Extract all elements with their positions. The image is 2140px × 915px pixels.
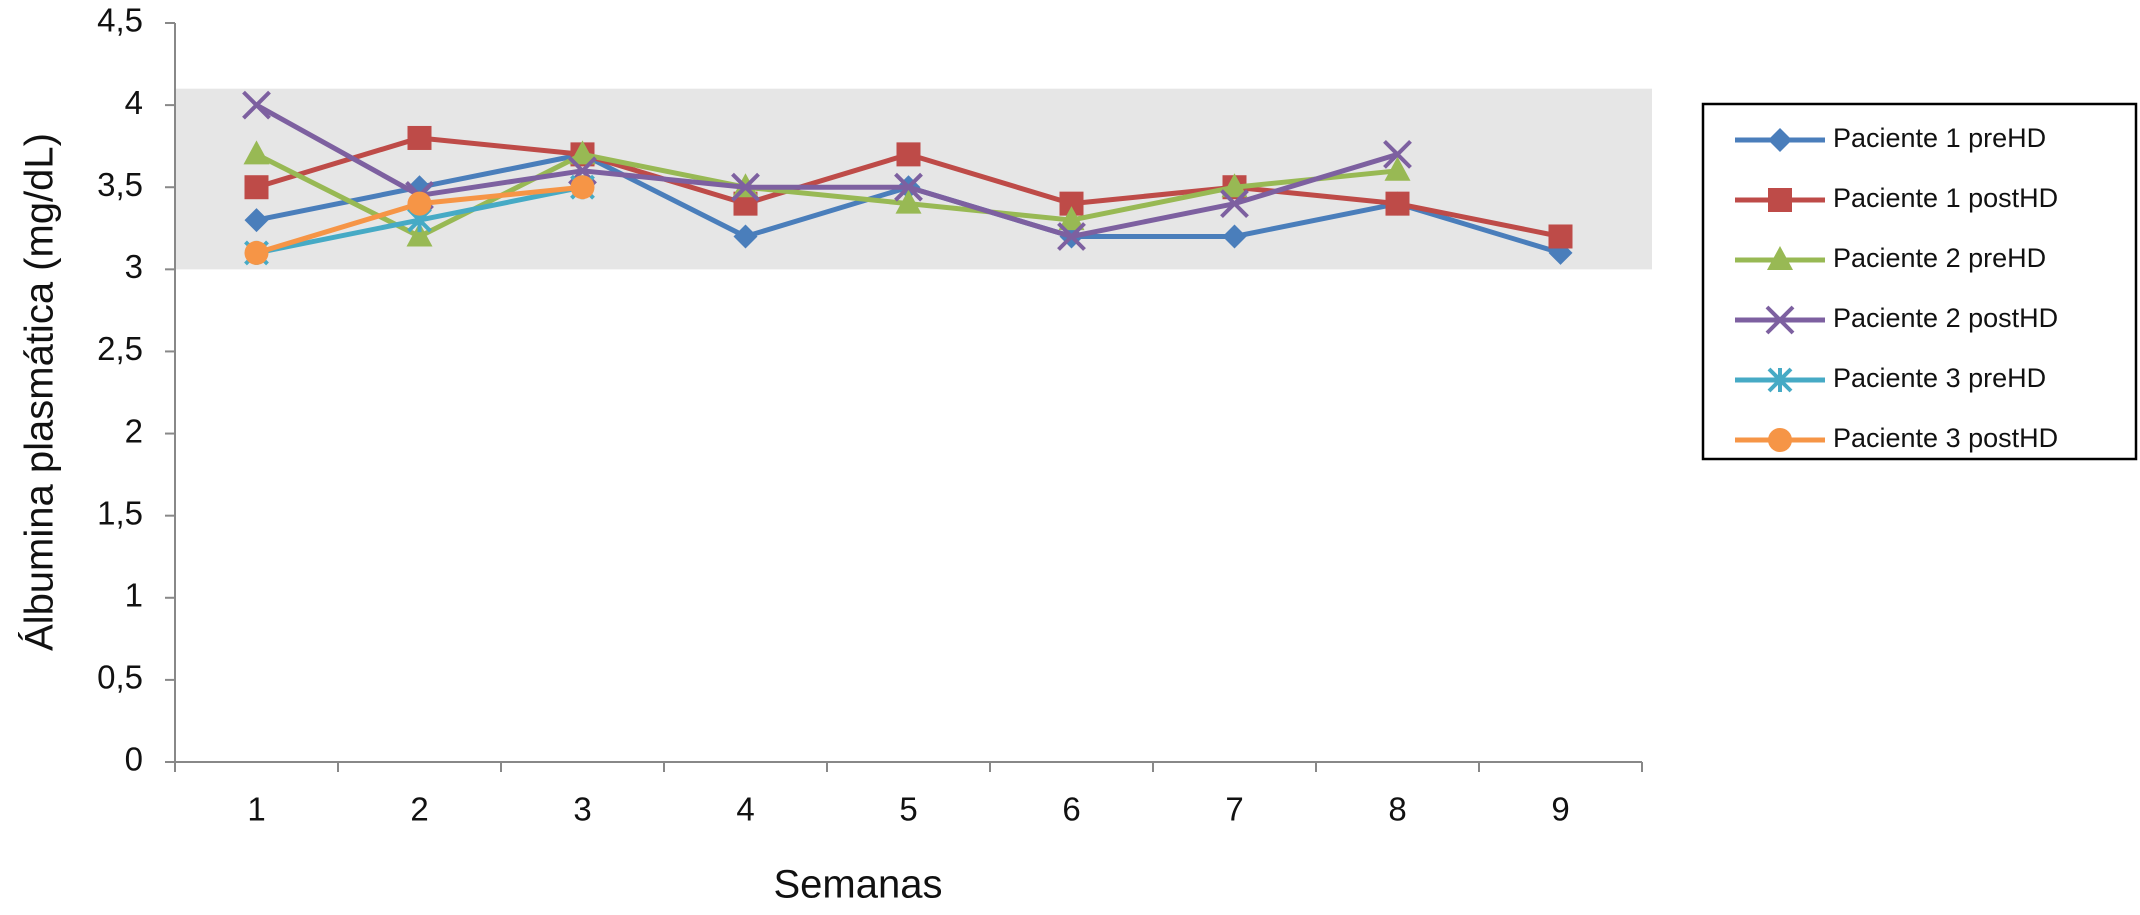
legend-marker — [1768, 128, 1792, 152]
data-point — [1385, 191, 1410, 216]
x-tick-label: 9 — [1551, 791, 1569, 828]
data-point — [894, 172, 923, 202]
legend-label: Paciente 2 postHD — [1833, 303, 2058, 333]
x-tick-label: 3 — [573, 791, 591, 828]
data-point — [1057, 222, 1086, 251]
data-point — [1220, 189, 1249, 219]
legend-marker — [1765, 305, 1795, 335]
data-point — [1058, 206, 1085, 231]
y-tick-label: 1,5 — [97, 494, 143, 531]
data-point — [242, 90, 271, 120]
y-tick-label: 3 — [125, 248, 143, 285]
data-point — [895, 189, 922, 214]
data-point — [1384, 156, 1411, 181]
y-tick-label: 0 — [125, 741, 143, 778]
y-tick-label: 4,5 — [97, 2, 143, 39]
data-point — [896, 142, 921, 167]
x-tick-label: 1 — [247, 791, 265, 828]
data-point — [569, 140, 596, 165]
legend-marker — [1767, 246, 1793, 270]
y-tick-label: 1 — [125, 576, 143, 613]
legend-label: Paciente 1 postHD — [1833, 183, 2058, 213]
data-point — [731, 172, 760, 202]
x-tick-label: 8 — [1388, 791, 1406, 828]
x-tick-label: 2 — [410, 791, 428, 828]
data-point — [570, 175, 595, 200]
data-point — [244, 208, 269, 233]
x-axis-title: Semanas — [774, 863, 943, 907]
series-line — [255, 102, 1399, 239]
legend-label: Paciente 2 preHD — [1833, 243, 2046, 273]
legend-label: Paciente 3 preHD — [1833, 363, 2046, 393]
legend-label: Paciente 1 preHD — [1833, 123, 2046, 153]
data-point — [1383, 139, 1412, 169]
x-tick-label: 5 — [899, 791, 917, 828]
x-tick-label: 7 — [1225, 791, 1243, 828]
data-point — [1221, 173, 1248, 198]
data-point — [1222, 224, 1247, 249]
legend-box — [1701, 102, 2138, 461]
y-tick-label: 2,5 — [97, 330, 143, 367]
data-point — [1548, 224, 1573, 249]
data-point — [733, 224, 758, 249]
reference-band — [175, 88, 1652, 270]
data-point — [244, 240, 269, 265]
data-point — [243, 140, 270, 165]
data-point — [406, 222, 433, 247]
y-tick-label: 0,5 — [97, 659, 143, 696]
data-point — [244, 175, 269, 200]
y-axis-title: Álbumina plasmática (mg/dL) — [17, 133, 62, 651]
x-tick-label: 6 — [1062, 791, 1080, 828]
x-tick-label: 4 — [736, 791, 754, 828]
data-point — [407, 191, 432, 216]
y-tick-label: 4 — [125, 84, 143, 121]
legend-marker — [1767, 367, 1793, 393]
legend-label: Paciente 3 postHD — [1833, 423, 2058, 453]
legend-marker — [1768, 188, 1792, 212]
data-point — [407, 125, 432, 150]
y-tick-label: 2 — [125, 412, 143, 449]
y-tick-label: 3,5 — [97, 166, 143, 203]
legend-marker — [1768, 428, 1792, 452]
series-line — [255, 151, 1398, 239]
